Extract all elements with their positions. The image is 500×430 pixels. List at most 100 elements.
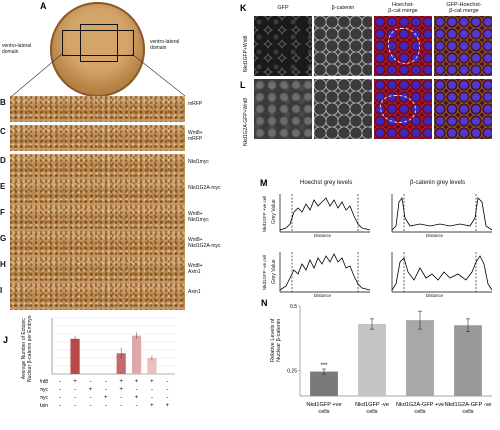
ventro-lateral-right-label: ventro-lateral domain bbox=[150, 39, 180, 51]
j-mark: - bbox=[89, 379, 91, 385]
j-row-label-3: Nkd1G2A-myc bbox=[40, 395, 48, 401]
chart-j: Wnt8 - + - - + + + - Nkd1myc - - + - + - - - Nkd1G2A-myc - -… bbox=[40, 317, 175, 409]
strip-label-c: Wnt8+ mRFP bbox=[188, 130, 203, 142]
cell-outline bbox=[380, 95, 416, 123]
n-bar-4 bbox=[454, 325, 482, 396]
strip-image-f bbox=[10, 206, 185, 232]
m-title-right: β-catenin grey levels bbox=[410, 180, 466, 186]
panel-letter-h: H bbox=[0, 260, 6, 269]
j-mark: - bbox=[166, 379, 168, 385]
panel-letter-g: G bbox=[0, 234, 7, 243]
panel-letter-j: J bbox=[3, 335, 9, 345]
embryo-label: mRFP bbox=[56, 5, 74, 11]
n-category-label-3: Nkd1G2A-GFP +ve bbox=[396, 402, 444, 408]
tile-k-merge bbox=[373, 15, 433, 77]
j-mark: - bbox=[151, 395, 153, 401]
col-head-hoechst-merge: Hoechst- β-cat merge bbox=[388, 2, 418, 15]
strip-label-d: Nkd1myc bbox=[188, 159, 209, 165]
m-bcat-pos bbox=[391, 194, 493, 233]
j-row-label-1: Wnt8 bbox=[40, 379, 48, 385]
j-mark: - bbox=[166, 395, 168, 401]
strip-image-e bbox=[10, 180, 185, 206]
strip-label-b: mRFP bbox=[188, 101, 203, 107]
m-hoechst-pos bbox=[279, 194, 371, 233]
n-significance: *** bbox=[320, 363, 328, 369]
j-row-label-2: Nkd1myc bbox=[40, 387, 48, 393]
n-category-label-1: cells bbox=[318, 409, 329, 415]
m-profiles bbox=[279, 194, 493, 293]
strip-label-e: Nkd1G2A-myc bbox=[188, 185, 221, 191]
j-mark: - bbox=[136, 403, 138, 409]
cell-outline bbox=[388, 28, 420, 64]
m-row-head-pos: Nkd1GFP +ve cell bbox=[262, 195, 267, 232]
n-bar-3 bbox=[406, 320, 434, 396]
strip-image-d bbox=[10, 154, 185, 180]
m-xlabel-2: Distance bbox=[426, 233, 444, 238]
j-mark: - bbox=[120, 395, 122, 401]
j-mark: + bbox=[119, 387, 123, 393]
tile-k-merge2 bbox=[433, 15, 493, 77]
panel-letter-b: B bbox=[0, 98, 6, 107]
panel-letter-f: F bbox=[0, 208, 5, 217]
ventro-lateral-left-label: ventro-lateral domain bbox=[2, 43, 32, 55]
n-ytick-label: 0.5 bbox=[290, 304, 297, 310]
m-xlabel-1: Distance bbox=[314, 233, 332, 238]
j-mark: - bbox=[151, 387, 153, 393]
j-mark: - bbox=[74, 387, 76, 393]
j-mark: - bbox=[59, 379, 61, 385]
strip-image-g bbox=[10, 232, 185, 258]
n-category-label-1: Nkd1GFP +ve bbox=[306, 402, 341, 408]
j-bar-5 bbox=[116, 353, 126, 374]
tile-l-gfp bbox=[253, 78, 313, 140]
j-mark: + bbox=[73, 379, 77, 385]
n-bar-1 bbox=[310, 371, 338, 396]
col-head-gfp: GFP bbox=[277, 5, 289, 11]
j-mark: - bbox=[59, 395, 61, 401]
j-mark: + bbox=[119, 379, 123, 385]
zoom-lines bbox=[11, 53, 186, 97]
n-category-label-2: Nkd1GFP -ve bbox=[355, 402, 389, 408]
j-ylabel: Average Number of Ectopic Nuclear β-cate… bbox=[21, 315, 33, 382]
tile-l-merge2 bbox=[433, 78, 493, 140]
tile-l-bcat bbox=[313, 78, 373, 140]
n-bar-2 bbox=[358, 324, 386, 396]
m-bcat-neg bbox=[391, 252, 493, 293]
j-bar-7 bbox=[147, 358, 157, 374]
tile-l-merge bbox=[373, 78, 433, 140]
col-head-bcatenin: β-catenin bbox=[331, 5, 355, 11]
m-row-head-neg: Nkd1GFP -ve cell bbox=[262, 254, 267, 290]
row-head-nkd1gfp: Nkd1GFP+Wnt8 bbox=[243, 35, 249, 72]
j-mark: - bbox=[74, 403, 76, 409]
tile-k-bcat bbox=[313, 15, 373, 77]
j-mark: - bbox=[105, 379, 107, 385]
j-mark: - bbox=[136, 387, 138, 393]
panel-letter-k: K bbox=[240, 3, 247, 13]
j-row-label-4: Axin bbox=[40, 403, 48, 409]
j-mark: - bbox=[59, 403, 61, 409]
strip-label-g: Wnt8+ Nkd1G2A-myc bbox=[188, 237, 221, 249]
panel-letter-n: N bbox=[261, 298, 268, 308]
j-bar-2 bbox=[70, 338, 80, 374]
j-mark: + bbox=[150, 403, 154, 409]
strip-image-h bbox=[10, 258, 185, 284]
panel-letter-m: M bbox=[260, 178, 268, 188]
panel-letter-c: C bbox=[0, 127, 6, 136]
m-title-left: Hoechst grey levels bbox=[300, 180, 353, 186]
embryo-box-outer bbox=[62, 30, 134, 56]
embryo-image: mRFP bbox=[50, 2, 145, 97]
j-mark: + bbox=[89, 387, 93, 393]
strip-label-h: Wnt8+ Axin1 bbox=[188, 263, 203, 275]
j-mark: - bbox=[120, 403, 122, 409]
j-mark: + bbox=[104, 395, 108, 401]
n-category-label-4: Nkd1G2A-GFP -ve bbox=[445, 402, 492, 408]
strip-label-f: Wnt8+ Nkd1myc bbox=[188, 211, 209, 223]
j-mark: + bbox=[150, 379, 154, 385]
j-mark: + bbox=[135, 395, 139, 401]
j-mark: - bbox=[166, 387, 168, 393]
j-mark: + bbox=[135, 379, 139, 385]
row-head-nkd1g2agfp: Nkd1G2A-GFP+Wnt8 bbox=[243, 97, 249, 146]
strip-image-b bbox=[10, 96, 185, 122]
panel-letter-l: L bbox=[240, 80, 246, 90]
n-category-label-4: cells bbox=[462, 409, 473, 415]
